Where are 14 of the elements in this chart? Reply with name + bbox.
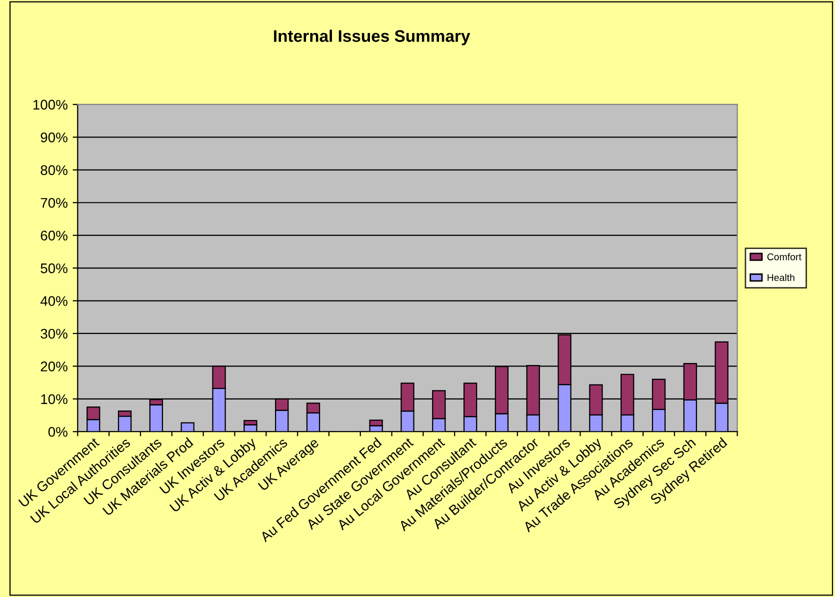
chart-title: Internal Issues Summary — [274, 30, 470, 46]
y-tick-label: 10% — [41, 394, 68, 404]
y-tick-label: 0% — [48, 426, 68, 437]
y-tick-label: 80% — [40, 165, 68, 176]
legend-label: Comfort — [767, 253, 802, 260]
y-tick-label: 20% — [40, 362, 68, 372]
y-tick-label: 30% — [40, 328, 68, 339]
y-tick-label: 100% — [33, 100, 68, 110]
y-tick-label: 90% — [40, 132, 68, 142]
legend-label: Health — [768, 274, 794, 282]
y-tick-label: 40% — [40, 296, 68, 306]
y-tick-label: 50% — [40, 263, 68, 274]
y-tick-label: 70% — [40, 198, 68, 208]
y-tick-label: 60% — [40, 230, 68, 241]
